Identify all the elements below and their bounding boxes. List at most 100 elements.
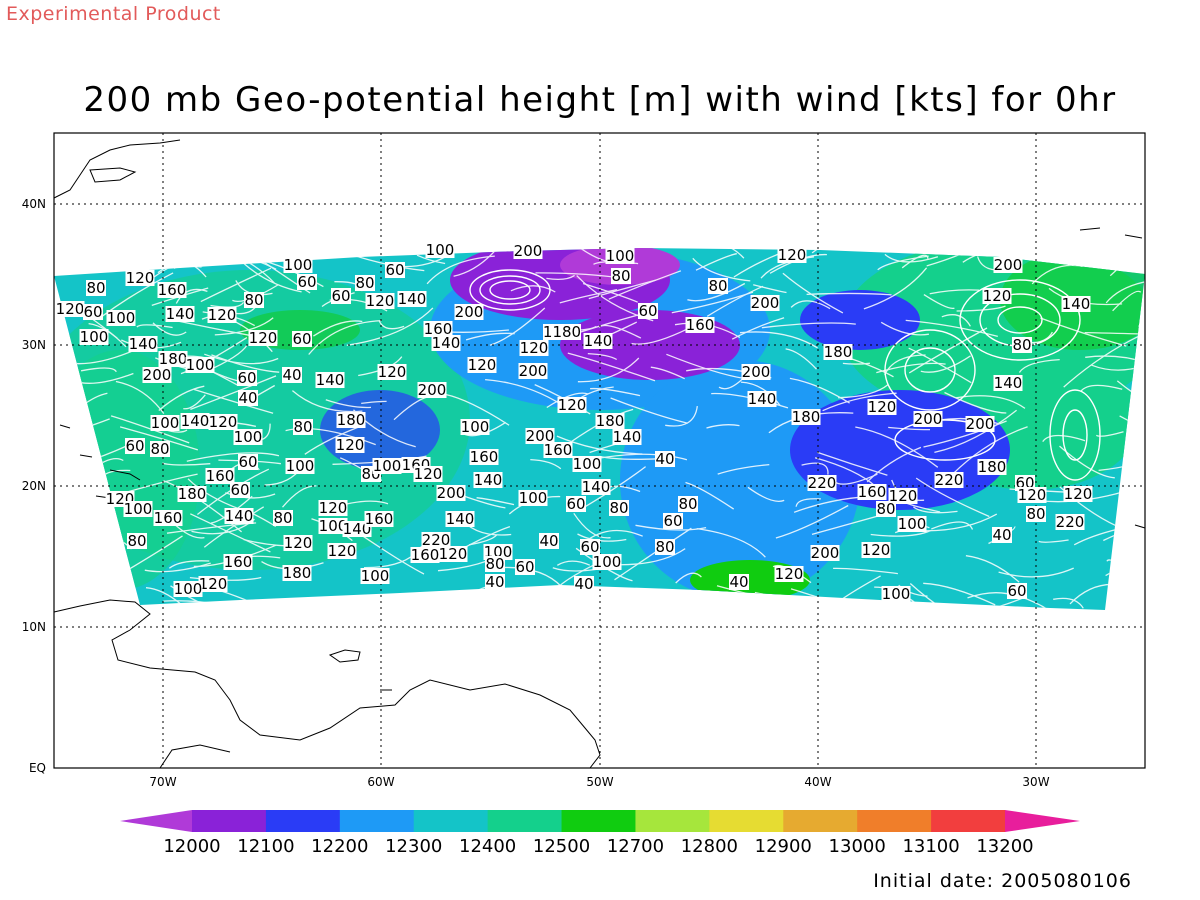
- contour-label: 100: [426, 241, 455, 259]
- contour-label: 220: [935, 471, 964, 489]
- colorbar-label: 13200: [976, 836, 1033, 857]
- contour-label: 200: [143, 366, 172, 384]
- contour-label-bg: [611, 268, 631, 284]
- contour-label-bg: [913, 411, 943, 427]
- contour-label-bg: [438, 546, 468, 562]
- contour-label-bg: [823, 344, 853, 360]
- contour-label-bg: [177, 486, 207, 502]
- contour-label: 80: [485, 555, 504, 573]
- colorbar: 12000 12100 12200 12300 12400 12500 12700 12800…: [120, 810, 1080, 857]
- contour-label: 120: [414, 465, 443, 483]
- contour-label-bg: [372, 458, 402, 474]
- contour-label: 100: [124, 500, 153, 518]
- contour-label-bg: [518, 490, 548, 506]
- contour-label-bg: [467, 357, 497, 373]
- colorbar-label: 12900: [755, 836, 812, 857]
- contour-label: 60: [663, 512, 682, 530]
- contour-label: 100: [898, 515, 927, 533]
- contour-label: 120: [775, 565, 804, 583]
- contour-label-bg: [142, 367, 172, 383]
- contour-label-bg: [525, 428, 555, 444]
- contour-label: 140: [994, 374, 1023, 392]
- contour-label: 60: [331, 287, 350, 305]
- lon-tick-60w: 60W: [367, 775, 394, 789]
- contour-label-bg: [1063, 486, 1093, 502]
- contour-label-bg: [655, 451, 675, 467]
- contour-label-bg: [708, 278, 728, 294]
- contour-label-bg: [663, 513, 683, 529]
- contour-label: 200: [418, 381, 447, 399]
- contour-label: 100: [519, 489, 548, 507]
- contour-label: 160: [858, 483, 887, 501]
- contour-label: 100: [361, 567, 390, 585]
- contour-label-bg: [1026, 506, 1046, 522]
- contour-label-bg: [867, 399, 897, 415]
- contour-label-bg: [125, 438, 145, 454]
- contour-label-bg: [150, 415, 180, 431]
- lat-tick-30n: 30N: [22, 338, 46, 352]
- contour-label-bg: [86, 280, 106, 296]
- contour-label: 120: [439, 545, 468, 563]
- contour-label: 80: [1026, 505, 1045, 523]
- contour-label-bg: [655, 539, 675, 555]
- latitude-ticks: EQ 10N 20N 30N 40N: [22, 197, 46, 775]
- contour-label: 80: [1012, 336, 1031, 354]
- colorbar-high-arrow: [1005, 810, 1080, 832]
- contour-label: 120: [558, 396, 587, 414]
- contour-label: 200: [751, 294, 780, 312]
- contour-label-bg: [336, 412, 366, 428]
- contour-label-bg: [473, 472, 503, 488]
- colorbar-swatch: [709, 810, 784, 832]
- contour-label-bg: [445, 511, 475, 527]
- contour-label-bg: [180, 413, 210, 429]
- contour-label-bg: [485, 574, 505, 590]
- contour-label-bg: [283, 535, 313, 551]
- contour-label: 200: [519, 362, 548, 380]
- contour-label: 200: [526, 427, 555, 445]
- contour-label-bg: [425, 242, 455, 258]
- contour-label: 100: [573, 455, 602, 473]
- contour-label: 40: [282, 366, 301, 384]
- contour-label-bg: [876, 501, 896, 517]
- contour-label-bg: [331, 288, 351, 304]
- contour-label-bg: [238, 454, 258, 470]
- contour-label-bg: [557, 397, 587, 413]
- contour-label-bg: [282, 367, 302, 383]
- contour-label-bg: [55, 301, 85, 317]
- contour-label: 120: [889, 487, 918, 505]
- colorbar-label: 12000: [163, 836, 220, 857]
- contour-label: 180: [824, 343, 853, 361]
- contour-label-bg: [934, 472, 964, 488]
- contour-label-bg: [583, 333, 613, 349]
- contour-label-bg: [1061, 296, 1091, 312]
- contour-label: 120: [862, 541, 891, 559]
- contour-label: 100: [286, 457, 315, 475]
- contour-label-bg: [79, 329, 109, 345]
- colorbar-swatch: [931, 810, 1006, 832]
- contour-label: 120: [208, 306, 237, 324]
- colorbar-swatch: [487, 810, 563, 832]
- contour-label: 160: [158, 281, 187, 299]
- contour-label-bg: [572, 456, 602, 472]
- contour-label: 220: [1056, 513, 1085, 531]
- contour-label-bg: [750, 295, 780, 311]
- contour-label-bg: [431, 335, 461, 351]
- contour-label-bg: [153, 510, 183, 526]
- contour-label: 40: [238, 389, 257, 407]
- contour-label: 80: [244, 291, 263, 309]
- colorbar-swatch: [783, 810, 858, 832]
- contour-label: 140: [474, 471, 503, 489]
- contour-label-bg: [335, 437, 365, 453]
- contour-label: 60: [238, 453, 257, 471]
- contour-label: 160: [224, 553, 253, 571]
- contour-label-bg: [173, 581, 203, 597]
- contour-label-bg: [992, 527, 1012, 543]
- contour-label: 160: [154, 509, 183, 527]
- colorbar-label: 12300: [385, 836, 442, 857]
- contour-label: 140: [432, 334, 461, 352]
- contour-label-bg: [315, 372, 345, 388]
- contour-label-bg: [982, 288, 1012, 304]
- lat-tick-eq: EQ: [29, 761, 46, 775]
- contour-label-bg: [207, 307, 237, 323]
- contour-label: 120: [520, 339, 549, 357]
